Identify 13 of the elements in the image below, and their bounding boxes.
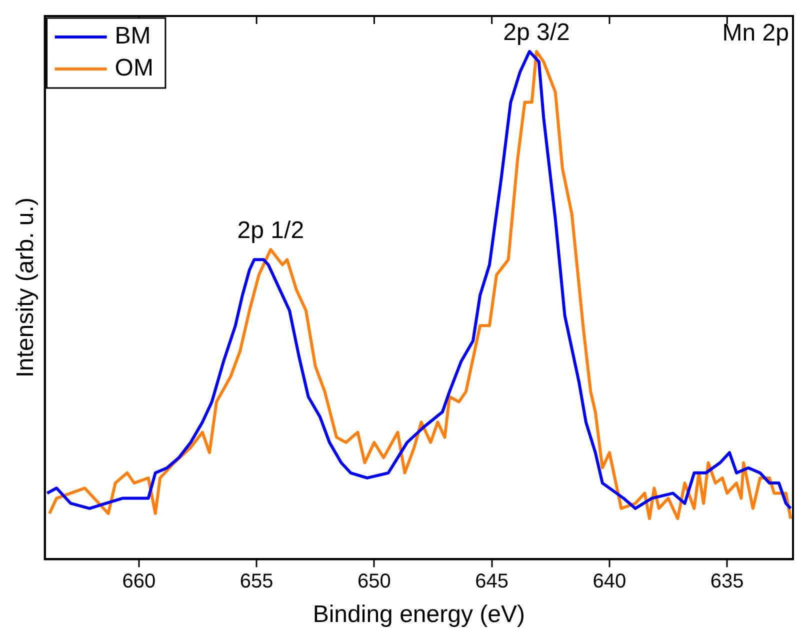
legend-label: OM (114, 54, 154, 82)
text: Mn 2p (722, 20, 789, 47)
legend-label: BM (114, 22, 151, 50)
annotation: 2p 1/2 (237, 217, 304, 244)
x-tick-label: 655 (240, 570, 274, 593)
y-axis-title: Intensity (arb. u.) (12, 198, 40, 378)
x-tick-label: 660 (122, 570, 156, 593)
x-tick-label: 635 (710, 570, 744, 593)
x-tick-label: 645 (475, 570, 509, 593)
annotation: 2p 3/2 (503, 19, 570, 46)
x-tick-label: 650 (358, 570, 391, 593)
x-axis-title: Binding energy (eV) (312, 601, 525, 628)
x-tick-label: 640 (592, 570, 626, 593)
